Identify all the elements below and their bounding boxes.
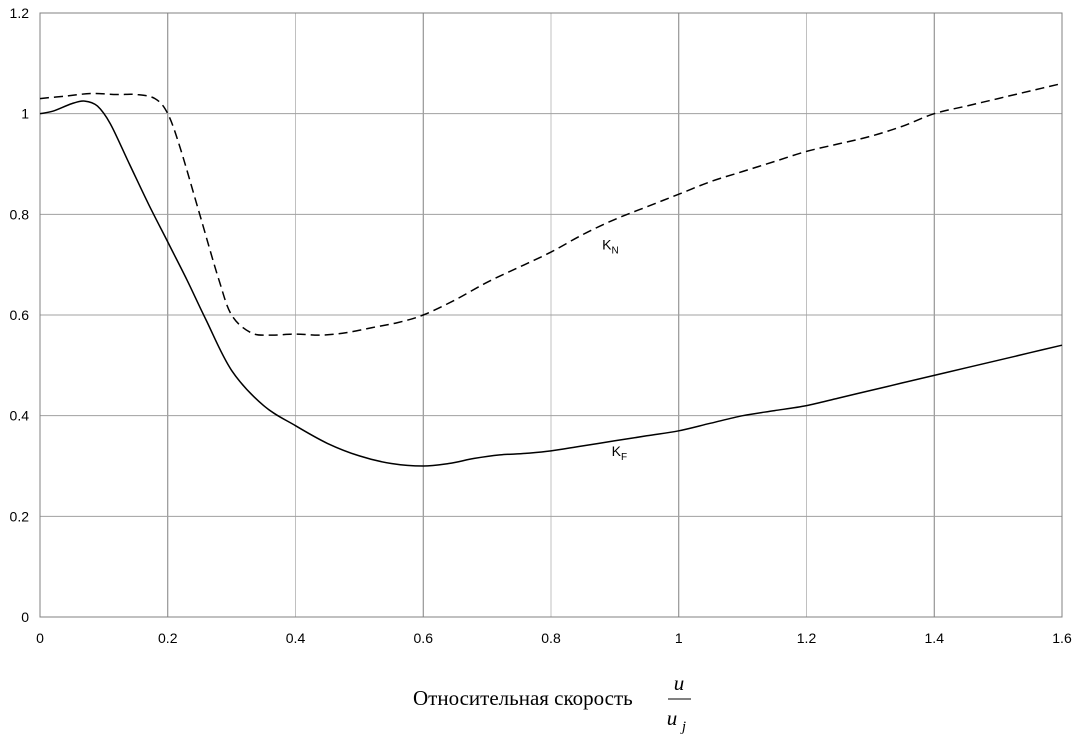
- y-axis-tick-labels: 0 0.2 0.4 0.6 0.8 1 1.2: [10, 5, 30, 625]
- x-tick-label: 0.6: [414, 630, 434, 646]
- x-tick-label: 0: [36, 630, 44, 646]
- y-tick-label: 0.4: [10, 408, 30, 424]
- x-tick-label: 1.4: [925, 630, 945, 646]
- x-axis-label: Относительная скорость u u j: [413, 671, 691, 735]
- y-tick-label: 0.8: [10, 206, 30, 222]
- x-axis-label-numerator: u: [674, 671, 685, 695]
- x-axis-label-denominator: u: [667, 706, 678, 730]
- x-axis-tick-labels: 0 0.2 0.4 0.6 0.8 1 1.2 1.4 1.6: [36, 630, 1072, 646]
- x-tick-label: 0.2: [158, 630, 178, 646]
- x-tick-label: 0.8: [541, 630, 561, 646]
- x-tick-label: 0.4: [286, 630, 306, 646]
- grid-lines: [39, 12, 1063, 618]
- series-line-kf: [39, 100, 1063, 467]
- plot-area-frame: [39, 12, 1063, 618]
- series-label-kn: KN: [602, 237, 619, 257]
- x-axis-label-text: Относительная скорость: [413, 686, 633, 710]
- x-tick-label: 1: [675, 630, 683, 646]
- y-tick-label: 1: [21, 106, 29, 122]
- y-tick-label: 0.2: [10, 508, 30, 524]
- y-tick-label: 0.6: [10, 307, 30, 323]
- x-tick-label: 1.6: [1052, 630, 1072, 646]
- x-axis-label-denominator-subscript: j: [680, 719, 686, 735]
- series-lines: [39, 82, 1063, 467]
- y-tick-label: 1.2: [10, 5, 30, 21]
- series-labels: KN KF: [602, 237, 627, 463]
- x-tick-label: 1.2: [797, 630, 817, 646]
- series-line-kn: [39, 82, 1063, 336]
- series-label-kf: KF: [612, 443, 627, 463]
- y-tick-label: 0: [21, 609, 29, 625]
